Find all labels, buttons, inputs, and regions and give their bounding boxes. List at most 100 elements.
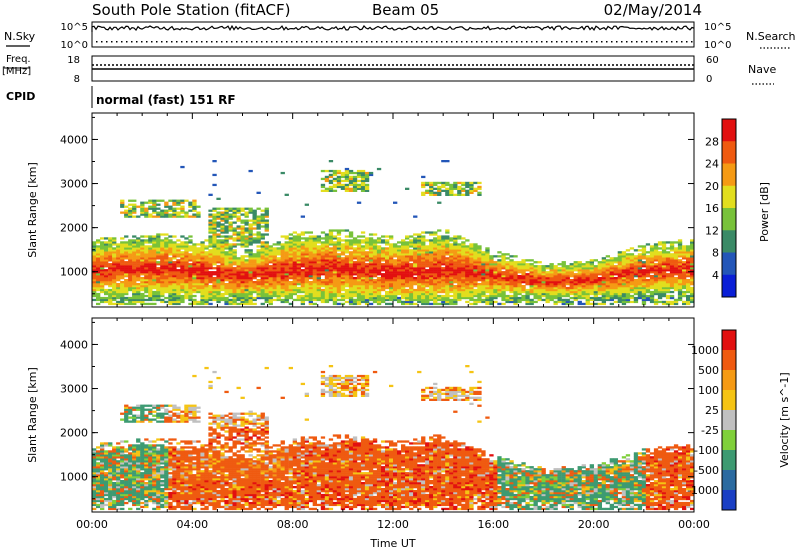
nsearch-dot: [371, 41, 373, 43]
heatmap-cell: [645, 243, 651, 246]
heatmap-cell: [469, 255, 474, 258]
heatmap-cell: [324, 257, 330, 260]
heatmap-cell: [248, 243, 253, 246]
heatmap-cell: [360, 255, 366, 258]
heatmap-cell: [260, 219, 265, 222]
heatmap-cell: [649, 281, 655, 284]
heatmap-cell: [629, 269, 635, 272]
heatmap-cell: [605, 275, 611, 278]
heatmap-cell: [629, 267, 635, 270]
heatmap-cell: [465, 267, 470, 270]
heatmap-cell: [260, 288, 265, 292]
heatmap-cell: [485, 277, 490, 280]
heatmap-cell: [497, 292, 502, 296]
heatmap-cell: [340, 257, 346, 260]
heatmap-cell: [441, 249, 446, 252]
heatmap-cell: [657, 286, 663, 290]
heatmap-cell: [360, 171, 366, 175]
heatmap-cell: [328, 294, 334, 298]
heatmap-cell: [457, 185, 462, 189]
heatmap-cell: [389, 265, 394, 268]
heatmap-cell: [457, 245, 462, 248]
heatmap-cell: [393, 294, 398, 298]
heatmap-cell: [481, 285, 486, 288]
heatmap-cell: [565, 290, 570, 294]
heatmap-cell: [633, 275, 639, 278]
heatmap-cell: [340, 277, 346, 280]
heatmap-cell: [316, 281, 322, 284]
nsearch-dot: [346, 41, 348, 43]
heatmap-cell: [148, 253, 153, 256]
heatmap-cell: [381, 275, 386, 278]
heatmap-cell: [641, 302, 647, 306]
heatmap-cell: [268, 294, 273, 298]
heatmap-cell: [284, 257, 289, 260]
heatmap-cell: [264, 253, 269, 256]
heatmap-cell: [441, 281, 446, 284]
heatmap-cell: [112, 249, 117, 252]
heatmap-cell: [413, 261, 418, 264]
heatmap-cell: [385, 259, 390, 262]
heatmap-cell: [513, 273, 518, 276]
heatmap-cell: [116, 279, 121, 282]
heatmap-cell: [457, 253, 462, 256]
heatmap-cell: [605, 261, 611, 264]
heatmap-cell: [208, 229, 213, 232]
heatmap-cell: [112, 285, 117, 288]
heatmap-cell: [252, 213, 257, 216]
date-title: 02/May/2014: [604, 1, 702, 19]
heatmap-cell: [549, 279, 554, 282]
heatmap-cell: [461, 285, 466, 288]
heatmap-cell: [637, 259, 643, 262]
heatmap-cell: [421, 277, 426, 280]
heatmap-cell: [152, 273, 157, 276]
heatmap-cell: [176, 249, 181, 252]
heatmap-cell: [308, 235, 314, 238]
heatmap-cell: [682, 285, 687, 288]
heatmap-cell: [128, 199, 133, 202]
nsearch-dot: [561, 41, 563, 43]
heatmap-cell: [188, 239, 193, 242]
heatmap-cell: [469, 275, 474, 278]
heatmap-cell: [252, 281, 257, 284]
heatmap-cell: [429, 267, 434, 270]
heatmap-cell: [376, 286, 382, 290]
heatmap-cell: [597, 261, 603, 264]
heatmap-cell: [477, 288, 482, 292]
heatmap-cell: [417, 288, 422, 292]
heatmap-cell: [216, 269, 221, 272]
nsearch-dot: [126, 41, 128, 43]
heatmap-cell: [232, 283, 237, 286]
heatmap-cell: [184, 263, 189, 266]
heatmap-cell: [561, 279, 566, 282]
heatmap-cell: [212, 271, 217, 274]
heatmap-cell: [260, 245, 265, 248]
heatmap-cell: [541, 269, 546, 272]
heatmap-cell: [477, 275, 482, 278]
heatmap-cell: [629, 279, 635, 282]
heatmap-cell: [344, 229, 350, 232]
heatmap-cell: [445, 249, 450, 252]
heatmap-cell: [108, 292, 113, 296]
heatmap-cell: [208, 271, 213, 274]
heatmap-cell: [216, 215, 221, 218]
heatmap-cell: [276, 286, 281, 290]
heatmap-cell: [633, 261, 639, 264]
heatmap-cell: [348, 235, 354, 238]
heatmap-cell: [236, 207, 241, 210]
heatmap-cell: [324, 251, 330, 254]
heatmap-cell: [168, 263, 173, 266]
heatmap-cell: [629, 275, 635, 278]
heatmap-cell: [96, 296, 101, 300]
heatmap-cell: [485, 273, 490, 276]
heatmap-cell: [132, 285, 137, 288]
heatmap-cell: [240, 219, 245, 222]
heatmap-cell: [340, 273, 346, 276]
heatmap-cell: [433, 263, 438, 266]
heatmap-cell: [485, 285, 490, 288]
heatmap-cell: [244, 294, 249, 298]
heatmap-cell: [132, 247, 137, 250]
heatmap-cell: [316, 286, 322, 290]
heatmap-cell: [328, 235, 334, 238]
colorbar-tick-label: 4: [712, 269, 719, 282]
